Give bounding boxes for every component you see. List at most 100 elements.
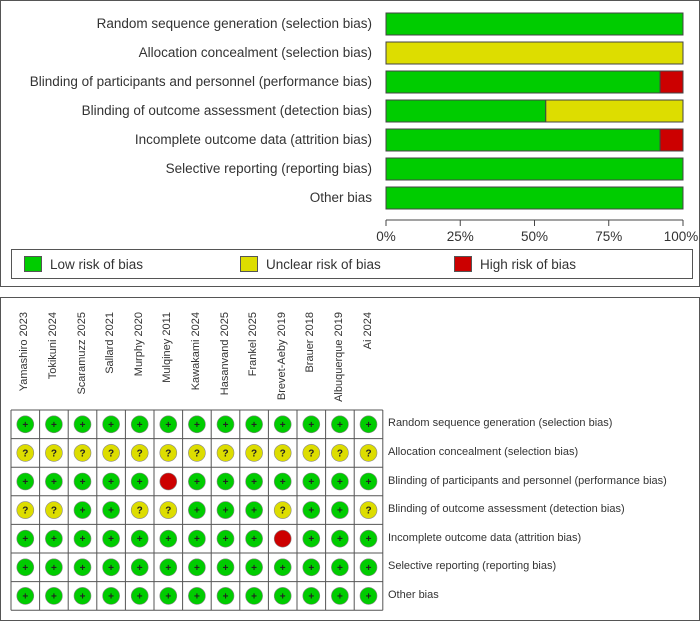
study-label: Albuquerque 2019: [332, 312, 345, 402]
domain-row-label: Blinding of outcome assessment (detectio…: [388, 503, 625, 516]
judgement-symbol: +: [337, 420, 343, 431]
bar-segment: [659, 70, 684, 94]
study-label: Sallard 2021: [104, 312, 117, 374]
judgement-symbol: +: [308, 477, 314, 488]
judgement-symbol: ?: [280, 448, 286, 459]
domain-row-label: Other bias: [388, 588, 439, 601]
judgement-symbol: +: [194, 420, 200, 431]
judgement-marker: [216, 558, 235, 577]
judgement-symbol: ?: [251, 448, 257, 459]
judgement-marker: [245, 415, 263, 434]
judgement-marker: [331, 415, 349, 434]
judgement-symbol: +: [223, 477, 229, 488]
judgement-marker: [302, 444, 321, 462]
judgement-symbol: +: [308, 563, 314, 574]
judgement-marker: [331, 444, 349, 462]
judgement-symbol: +: [165, 534, 171, 545]
judgement-marker: [102, 587, 120, 605]
judgement-marker: [302, 529, 321, 548]
judgement-symbol: +: [108, 534, 114, 545]
study-label: Brevet-Aeby 2019: [275, 312, 288, 401]
judgement-marker: [130, 529, 149, 548]
domain-row-label: Random sequence generation (selection bi…: [388, 417, 613, 430]
judgement-symbol: +: [165, 420, 171, 431]
judgement-symbol: +: [80, 534, 86, 545]
judgement-symbol: +: [51, 477, 57, 488]
judgement-marker: [16, 529, 35, 548]
judgement-marker: [130, 472, 149, 491]
judgement-marker: [245, 558, 263, 577]
domain-label: Allocation concealment (selection bias): [138, 45, 372, 60]
x-tick-label: 75%: [595, 229, 623, 244]
judgement-symbol: ?: [51, 506, 57, 517]
judgement-symbol: +: [308, 534, 314, 545]
judgement-symbol: +: [366, 477, 372, 488]
judgement-marker: [73, 529, 92, 548]
judgement-symbol: +: [108, 420, 114, 431]
judgement-marker: [16, 558, 35, 577]
bar-segment: [385, 70, 661, 94]
judgement-symbol: +: [80, 420, 86, 431]
judgement-symbol: +: [108, 591, 114, 602]
judgement-symbol: +: [337, 477, 343, 488]
judgement-symbol: +: [194, 506, 200, 517]
judgement-symbol: +: [165, 563, 171, 574]
legend-item-low: Low risk of bias: [24, 256, 143, 272]
judgement-marker: [273, 501, 292, 519]
domain-label: Incomplete outcome data (attrition bias): [134, 132, 372, 147]
judgement-symbol: +: [280, 420, 286, 431]
legend-label-high: High risk of bias: [480, 256, 577, 272]
judgement-marker: [273, 444, 292, 462]
judgement-marker: [359, 415, 378, 434]
judgement-symbol: +: [165, 591, 171, 602]
judgement-marker: [159, 444, 178, 462]
judgement-marker: [45, 587, 63, 605]
judgement-symbol: +: [366, 563, 372, 574]
judgement-symbol: ?: [222, 448, 228, 459]
study-label: Yamashiro 2023: [18, 312, 31, 392]
judgement-symbol: +: [337, 563, 343, 574]
judgement-symbol: +: [251, 420, 257, 431]
judgement-symbol: +: [194, 591, 200, 602]
judgement-marker: [302, 472, 321, 491]
judgement-symbol: +: [51, 534, 57, 545]
judgement-marker: [102, 444, 120, 462]
judgement-symbol: +: [80, 506, 86, 517]
judgement-symbol: +: [51, 591, 57, 602]
judgement-marker: [273, 472, 292, 491]
judgement-marker: [16, 472, 35, 491]
judgement-symbol: +: [194, 534, 200, 545]
judgement-symbol: +: [108, 506, 114, 517]
bar-segment: [385, 12, 684, 36]
domain-label: Blinding of participants and personnel (…: [29, 74, 372, 89]
judgement-marker: [273, 529, 292, 548]
judgement-marker: [188, 501, 206, 519]
judgement-symbol: +: [337, 534, 343, 545]
bar-segment: [385, 41, 684, 65]
judgement-symbol: +: [137, 420, 143, 431]
judgement-marker: [130, 415, 149, 434]
legend-swatch-high: [454, 256, 472, 272]
judgement-symbol: +: [251, 506, 257, 517]
judgement-marker: [273, 558, 292, 577]
judgement-symbol: +: [251, 534, 257, 545]
judgement-marker: [130, 587, 149, 605]
judgement-symbol: ?: [365, 506, 371, 517]
study-label: Mulqiney 2011: [161, 312, 174, 383]
judgement-marker: [45, 444, 63, 462]
judgement-marker: [159, 587, 178, 605]
judgement-marker: [331, 558, 349, 577]
judgement-marker: [245, 444, 263, 462]
judgement-symbol: +: [280, 591, 286, 602]
judgement-marker: [45, 501, 63, 519]
judgement-marker: [188, 529, 206, 548]
judgement-symbol: +: [22, 591, 28, 602]
judgement-symbol: +: [223, 534, 229, 545]
judgement-marker: [331, 529, 349, 548]
judgement-marker: [102, 558, 120, 577]
judgement-marker: [216, 472, 235, 491]
judgement-symbol: +: [366, 420, 372, 431]
study-label: Kawakami 2024: [189, 312, 202, 391]
judgement-marker: [102, 415, 120, 434]
legend-label-unclear: Unclear risk of bias: [266, 256, 381, 272]
